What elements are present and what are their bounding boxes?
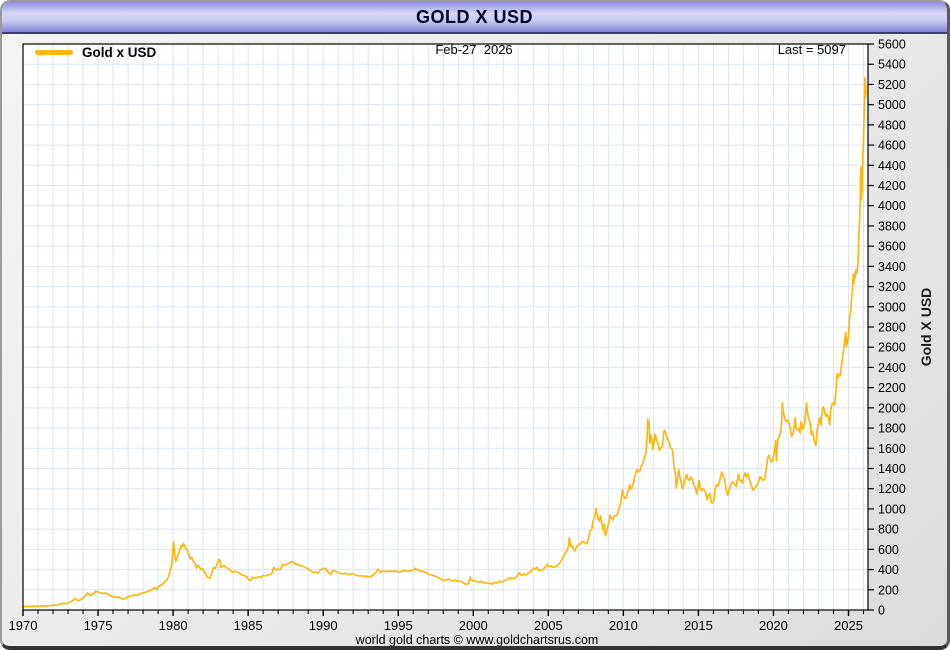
page-title: GOLD X USD xyxy=(415,6,533,27)
y-tick-label: 1600 xyxy=(878,442,906,456)
y-tick-label: 4800 xyxy=(878,118,906,132)
legend: Gold x USD xyxy=(35,45,156,60)
y-tick-label: 2200 xyxy=(878,381,906,395)
right-axis-title: Gold X USD xyxy=(918,287,934,367)
y-tick-label: 1800 xyxy=(878,422,906,436)
y-tick-label: 2800 xyxy=(878,321,906,335)
x-tick-label: 2015 xyxy=(684,618,713,633)
y-tick-label: 1400 xyxy=(878,462,906,476)
y-tick-label: 2600 xyxy=(878,341,906,355)
y-tick-label: 400 xyxy=(878,563,899,577)
y-tick-label: 2000 xyxy=(878,401,906,415)
y-tick-label: 4400 xyxy=(878,159,906,173)
price-chart: 1970 1975 1980 1985 1990 1995 2000 2005 2010 2015… xyxy=(9,38,906,634)
x-tick-label: 1995 xyxy=(384,618,413,633)
copyright-footer: world gold charts © www.goldchartsrus.co… xyxy=(355,633,599,647)
y-tick-label: 5000 xyxy=(878,98,906,112)
y-tick-label: 0 xyxy=(878,604,885,618)
x-tick-label: 1975 xyxy=(84,618,113,633)
y-tick-label: 3600 xyxy=(878,240,906,254)
y-tick-label: 200 xyxy=(878,583,899,597)
y-tick-label: 800 xyxy=(878,523,899,537)
y-tick-label: 3000 xyxy=(878,300,906,314)
x-tick-label: 1985 xyxy=(234,618,263,633)
y-tick-label: 1000 xyxy=(878,502,906,516)
x-tick-label: 2010 xyxy=(609,618,638,633)
y-tick-label: 3400 xyxy=(878,260,906,274)
y-tick-label: 1200 xyxy=(878,482,906,496)
x-tick-label: 1980 xyxy=(159,618,188,633)
legend-label: Gold x USD xyxy=(82,45,157,60)
y-tick-label: 4000 xyxy=(878,199,906,213)
x-tick-label: 2025 xyxy=(834,618,863,633)
y-tick-label: 5600 xyxy=(878,38,906,52)
chart-region: 1970 1975 1980 1985 1990 1995 2000 2005 2010 2015… xyxy=(2,36,947,647)
x-tick-label: 2020 xyxy=(759,618,788,633)
y-tick-label: 5200 xyxy=(878,78,906,92)
title-bar: GOLD X USD xyxy=(2,2,947,34)
x-tick-label: 1970 xyxy=(9,618,38,633)
gold-price-line xyxy=(22,76,867,608)
y-tick-label: 3200 xyxy=(878,280,906,294)
y-tick-label: 5400 xyxy=(878,58,906,72)
y-tick-label: 4200 xyxy=(878,179,906,193)
last-value-annotation: Last = 5097 xyxy=(777,42,846,57)
y-tick-label: 3800 xyxy=(878,219,906,233)
legend-line-swatch xyxy=(35,50,73,55)
y-tick-label: 600 xyxy=(878,543,899,557)
x-tick-label: 1990 xyxy=(309,618,338,633)
x-tick-label: 2000 xyxy=(459,618,488,633)
x-tick-label: 2005 xyxy=(534,618,563,633)
y-tick-label: 4600 xyxy=(878,139,906,153)
date-annotation: Feb-27 2026 xyxy=(435,42,513,57)
y-tick-label: 2400 xyxy=(878,361,906,375)
